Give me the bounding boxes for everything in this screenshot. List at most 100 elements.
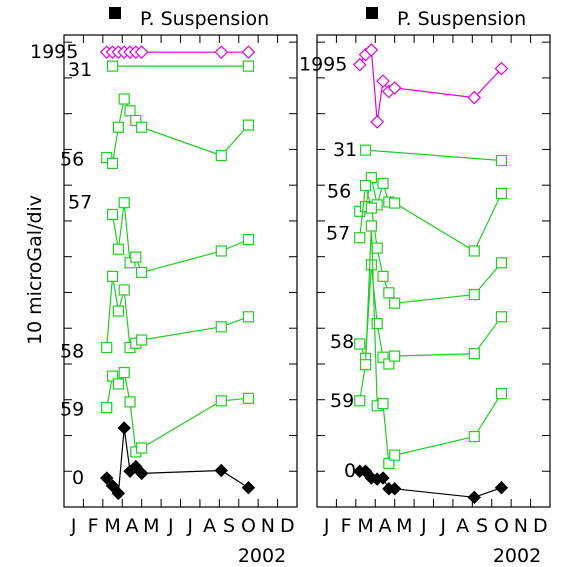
data-point xyxy=(387,81,402,95)
y-axis-label: 10 microGal/div xyxy=(24,195,46,345)
x-tick-label: J xyxy=(439,515,446,537)
data-point xyxy=(354,338,366,350)
x-tick-label: O xyxy=(241,515,256,537)
data-point xyxy=(241,45,256,60)
x-tick-label: J xyxy=(420,515,427,537)
series-label: 31 xyxy=(333,139,357,161)
data-point xyxy=(118,93,130,105)
data-point xyxy=(111,486,126,501)
data-point xyxy=(494,480,509,495)
data-point xyxy=(389,350,401,362)
data-point xyxy=(106,208,119,221)
data-point xyxy=(241,480,256,495)
series-label: 31 xyxy=(68,59,92,81)
data-point xyxy=(354,232,366,244)
series-1995: 1995 xyxy=(30,41,256,63)
x-tick-label: F xyxy=(88,515,99,537)
data-point xyxy=(124,257,136,269)
data-point xyxy=(134,466,149,481)
data-point xyxy=(377,351,389,363)
data-point xyxy=(112,243,124,255)
data-point xyxy=(376,74,390,88)
series-label: 1995 xyxy=(299,54,347,76)
data-point xyxy=(112,305,124,317)
data-point xyxy=(242,392,255,404)
data-point xyxy=(365,172,377,184)
series-58: 58 xyxy=(330,259,508,370)
data-point xyxy=(389,297,401,309)
data-point xyxy=(383,287,395,299)
data-point xyxy=(242,233,255,246)
x-tick-label: M xyxy=(104,515,120,537)
data-point xyxy=(468,245,480,257)
data-point xyxy=(377,177,389,189)
x-tick-label: O xyxy=(494,515,509,537)
data-point xyxy=(214,45,229,60)
x-tick-label: A xyxy=(125,515,138,537)
data-point xyxy=(130,251,142,263)
data-point xyxy=(495,311,508,323)
data-point xyxy=(101,401,113,414)
data-point xyxy=(359,359,372,371)
data-point xyxy=(215,149,227,162)
data-point xyxy=(352,57,367,72)
x-tick-label: M xyxy=(357,515,373,537)
panel-title: P. Suspension xyxy=(397,8,526,30)
data-point xyxy=(383,457,395,469)
data-point xyxy=(105,479,120,493)
series-31: 31 xyxy=(68,59,255,81)
data-point xyxy=(371,242,383,254)
data-point xyxy=(242,311,255,323)
data-point xyxy=(387,482,402,496)
x-tick-label: N xyxy=(261,515,275,537)
series-57: 57 xyxy=(68,192,255,279)
data-point xyxy=(106,270,119,282)
data-point xyxy=(215,245,227,257)
data-point xyxy=(495,187,508,200)
series-57: 57 xyxy=(326,179,508,309)
data-point xyxy=(468,430,480,443)
data-point xyxy=(389,449,401,461)
data-point xyxy=(136,266,148,279)
series-line xyxy=(359,48,502,122)
x-tick-label: D xyxy=(280,515,295,537)
series-31: 31 xyxy=(333,139,508,167)
series-label: 58 xyxy=(60,341,84,363)
data-point xyxy=(112,121,124,133)
series-0: 0 xyxy=(72,421,256,501)
data-point xyxy=(215,395,227,407)
series-58: 58 xyxy=(60,270,255,363)
series-56: 56 xyxy=(60,93,255,171)
data-point xyxy=(134,45,149,60)
x-tick-label: S xyxy=(223,515,235,537)
series-label: 56 xyxy=(60,149,84,171)
data-point xyxy=(495,154,508,167)
series-label: 57 xyxy=(68,192,92,214)
x-tick-label: J xyxy=(70,515,77,537)
data-point xyxy=(377,270,389,282)
data-point xyxy=(106,60,119,72)
data-point xyxy=(467,90,482,105)
data-point xyxy=(364,43,379,57)
data-point xyxy=(136,334,148,346)
data-point xyxy=(101,152,113,164)
data-point xyxy=(118,284,130,296)
data-point xyxy=(354,395,366,407)
x-tick-label: N xyxy=(514,515,528,537)
filled-square-icon xyxy=(366,7,378,19)
series-label: 58 xyxy=(330,331,354,353)
data-point xyxy=(136,121,148,133)
year-label: 2002 xyxy=(493,545,541,567)
data-point xyxy=(124,396,136,408)
plot-frame xyxy=(316,34,551,508)
series-label: 1995 xyxy=(30,41,78,63)
x-tick-label: F xyxy=(341,515,352,537)
data-point xyxy=(112,378,124,390)
data-point xyxy=(242,60,255,72)
data-point xyxy=(370,115,385,129)
data-point xyxy=(494,61,509,76)
series-59: 59 xyxy=(330,220,508,469)
data-point xyxy=(124,105,136,117)
